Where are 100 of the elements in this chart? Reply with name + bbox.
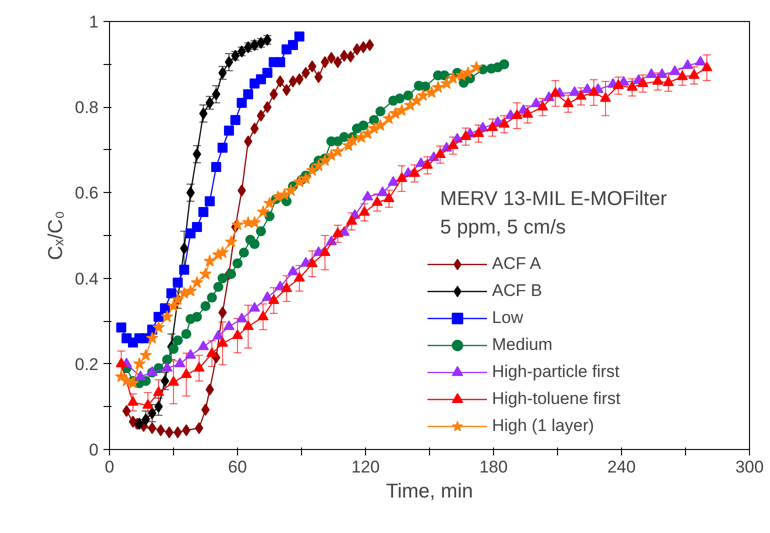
point xyxy=(212,330,224,340)
x-tick-label: 180 xyxy=(479,458,508,476)
point xyxy=(154,400,163,413)
point xyxy=(200,301,210,312)
point xyxy=(216,246,229,258)
point xyxy=(168,344,178,354)
point xyxy=(243,89,254,100)
point xyxy=(122,404,131,417)
point xyxy=(236,312,248,322)
legend-label: Medium xyxy=(492,334,552,356)
point xyxy=(268,294,280,304)
point xyxy=(213,282,224,292)
point xyxy=(194,362,205,372)
point xyxy=(314,71,323,84)
point xyxy=(372,196,383,206)
point xyxy=(167,300,180,312)
point xyxy=(133,357,146,370)
point xyxy=(388,176,399,186)
point xyxy=(134,370,146,380)
x-tick-label: 120 xyxy=(351,458,380,476)
point xyxy=(394,94,405,104)
point xyxy=(192,312,202,322)
point xyxy=(284,184,298,196)
point xyxy=(281,282,292,292)
point xyxy=(422,159,433,169)
point xyxy=(230,114,240,125)
point xyxy=(168,376,179,386)
point xyxy=(287,266,298,276)
point xyxy=(682,59,694,69)
point xyxy=(204,254,216,267)
point xyxy=(550,87,561,97)
point xyxy=(194,422,204,434)
point xyxy=(179,264,190,275)
point xyxy=(562,97,574,108)
y-tick-label: 0.8 xyxy=(74,98,99,118)
point xyxy=(416,89,430,101)
point xyxy=(217,337,228,347)
point xyxy=(327,52,336,64)
point xyxy=(375,106,386,116)
point xyxy=(223,320,234,330)
point xyxy=(530,97,542,108)
point xyxy=(473,127,484,138)
point xyxy=(201,404,210,416)
point xyxy=(256,226,266,236)
point xyxy=(204,196,215,206)
point xyxy=(199,108,208,120)
point xyxy=(396,172,408,182)
point xyxy=(612,79,624,90)
point xyxy=(470,60,483,73)
point xyxy=(232,329,243,340)
point xyxy=(162,354,172,365)
point xyxy=(218,306,227,319)
point xyxy=(662,76,674,86)
point xyxy=(701,61,712,72)
point xyxy=(486,121,498,132)
point xyxy=(374,119,387,131)
point xyxy=(383,192,394,202)
point xyxy=(511,109,522,120)
point xyxy=(403,90,414,101)
point xyxy=(140,348,152,361)
point xyxy=(694,56,706,66)
x-tick-label: 60 xyxy=(228,458,247,476)
point xyxy=(626,81,638,91)
point xyxy=(160,375,170,388)
point xyxy=(142,399,154,409)
point xyxy=(242,320,254,330)
point xyxy=(263,196,276,209)
y-tick-label: 0 xyxy=(89,440,99,460)
point xyxy=(160,310,174,322)
y-axis-title: Cₓ/C₀ xyxy=(44,210,67,260)
point xyxy=(162,362,173,372)
y-tick-label: 0.4 xyxy=(74,269,99,288)
point xyxy=(172,278,183,288)
point xyxy=(346,215,358,225)
point xyxy=(199,268,212,280)
point xyxy=(294,272,305,282)
point xyxy=(358,206,370,216)
y-tick-label: 0.6 xyxy=(74,184,99,203)
point xyxy=(346,50,355,63)
point xyxy=(588,86,600,96)
x-tick-label: 300 xyxy=(735,458,764,476)
point xyxy=(192,148,202,160)
point xyxy=(282,84,291,96)
point xyxy=(361,127,374,139)
point xyxy=(146,332,158,344)
point xyxy=(190,276,204,288)
point xyxy=(192,222,202,232)
point xyxy=(288,75,298,88)
point xyxy=(446,72,460,84)
point xyxy=(460,130,472,140)
point xyxy=(258,310,269,320)
point xyxy=(116,358,127,368)
point xyxy=(262,68,272,78)
point xyxy=(332,228,344,238)
point xyxy=(295,73,304,86)
point xyxy=(185,349,196,359)
point xyxy=(275,57,286,68)
y-tick-label: 0.2 xyxy=(74,354,99,374)
point xyxy=(238,248,249,258)
point xyxy=(186,186,195,199)
